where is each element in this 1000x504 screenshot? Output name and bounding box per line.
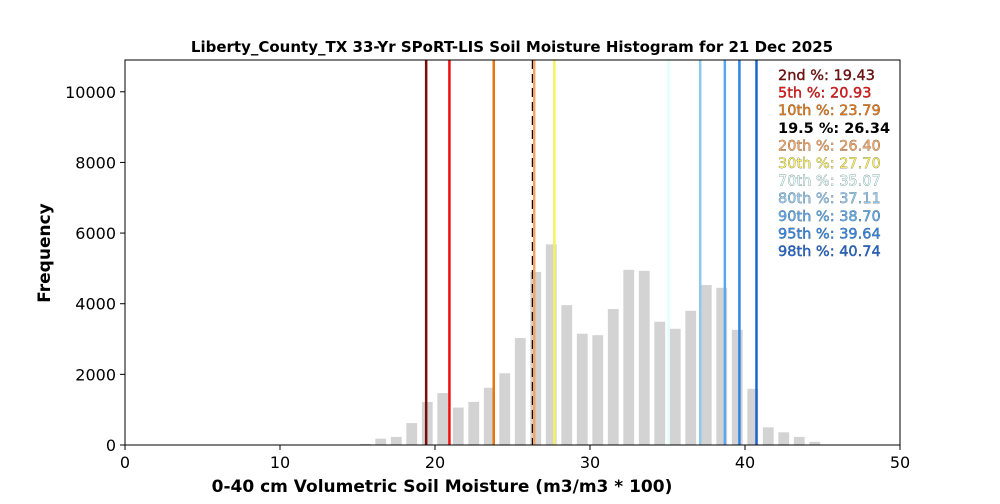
histogram-bar: [359, 443, 371, 445]
histogram-bar: [561, 305, 573, 445]
histogram-bar: [390, 436, 402, 445]
x-axis-label: 0-40 cm Volumetric Soil Moisture (m3/m3 …: [212, 477, 673, 497]
histogram-bar: [530, 271, 542, 445]
legend-entry: 70th %: 35.07: [778, 174, 881, 190]
legend-entry: 98th %: 40.74: [778, 244, 881, 260]
y-tick-label: 2000: [75, 365, 116, 384]
histogram-bar: [468, 401, 480, 445]
y-tick-label: 10000: [65, 83, 116, 102]
legend-entry: 2nd %: 19.43: [778, 68, 875, 84]
x-tick-label: 0: [120, 453, 130, 472]
histogram-bar: [778, 432, 790, 445]
x-tick-label: 10: [270, 453, 290, 472]
y-tick-label: 8000: [75, 153, 116, 172]
chart-title: Liberty_County_TX 33-Yr SPoRT-LIS Soil M…: [191, 38, 833, 56]
histogram-bar: [809, 441, 821, 445]
legend-entry: 5th %: 20.93: [778, 86, 872, 102]
legend-entry: 20th %: 26.40: [778, 138, 881, 154]
plot-frame: [124, 59, 901, 446]
x-tick-label: 40: [735, 453, 755, 472]
y-tick-label: 0: [106, 436, 116, 455]
histogram-bar: [545, 244, 557, 445]
x-tick-label: 50: [890, 453, 910, 472]
histogram-bar: [762, 427, 774, 445]
histogram-bar: [576, 333, 588, 445]
histogram-bar: [437, 393, 449, 445]
legend-entry: 10th %: 23.79: [778, 103, 881, 119]
histogram-bar: [685, 310, 697, 445]
x-tick-label: 30: [580, 453, 600, 472]
x-tick-label: 20: [425, 453, 445, 472]
histogram-bar: [793, 436, 805, 445]
legend-entry: 19.5 %: 26.34: [778, 121, 890, 137]
histogram-bar: [669, 328, 681, 445]
histogram-bar: [452, 407, 464, 445]
histogram-bar: [375, 438, 387, 445]
histogram-bar: [483, 387, 495, 445]
histogram-bar: [623, 269, 635, 445]
histogram-bar: [592, 335, 604, 445]
y-axis-label: Frequency: [35, 203, 55, 303]
y-tick-label: 4000: [75, 295, 116, 314]
histogram-bar: [514, 337, 526, 445]
histogram-bar: [654, 321, 666, 445]
histogram-bar: [700, 284, 712, 445]
legend-entry: 30th %: 27.70: [778, 156, 881, 172]
legend-entry: 95th %: 39.64: [778, 226, 881, 242]
y-tick-label: 6000: [75, 224, 116, 243]
legend-entry: 90th %: 38.70: [778, 209, 881, 225]
histogram-bar: [638, 270, 650, 445]
legend-entry: 80th %: 37.11: [778, 191, 881, 207]
histogram-bar: [747, 388, 759, 445]
histogram-bar: [731, 329, 743, 445]
histogram-bar: [607, 309, 619, 445]
histogram-bar: [499, 373, 511, 445]
histogram-bar: [716, 287, 728, 445]
histogram-bar: [406, 423, 418, 445]
